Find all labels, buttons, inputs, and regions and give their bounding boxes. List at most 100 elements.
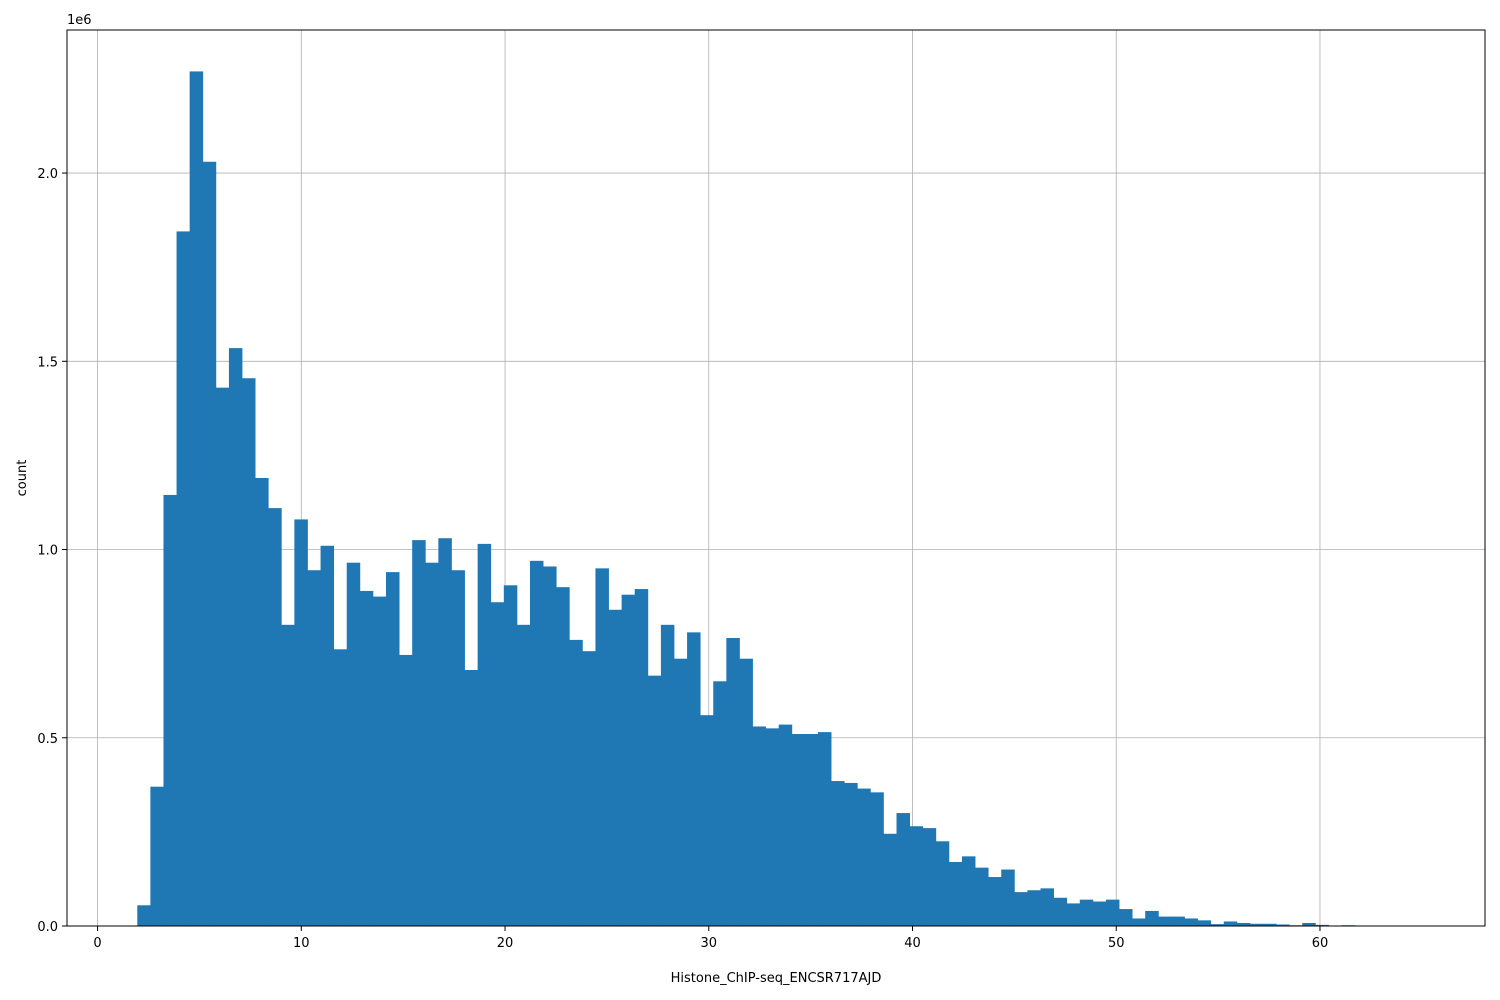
axis-ticks: 0 10 20 30 40 50 60 0.0 0.5 1.0 1.5 2.0 (37, 167, 1328, 951)
histogram-bar (516, 624, 531, 926)
histogram-bar (988, 877, 1002, 926)
histogram-bar (621, 594, 636, 926)
histogram-bar (529, 560, 544, 926)
y-axis-multiplier-label: 1e6 (67, 13, 92, 28)
histogram-bar (909, 826, 924, 926)
histogram-bar (1092, 901, 1107, 926)
histogram-bar (752, 726, 767, 926)
histogram-bar (595, 568, 609, 926)
histogram-bar (438, 538, 452, 926)
histogram-bar (1263, 923, 1277, 926)
histogram-bar (1040, 888, 1054, 926)
histogram-bar (1197, 920, 1212, 926)
histogram-bar (451, 570, 465, 926)
histogram-bar (896, 813, 910, 926)
histogram-bar (202, 161, 217, 926)
histogram-bar (1053, 897, 1068, 926)
histogram-bar (294, 519, 308, 926)
histogram-bar (634, 589, 649, 926)
histogram-bar (1014, 892, 1028, 926)
histogram-bar (1079, 899, 1094, 926)
x-tick-label: 40 (904, 936, 921, 951)
x-tick-label: 30 (700, 936, 717, 951)
histogram-bar (1145, 910, 1159, 926)
histogram-bar (870, 792, 884, 926)
histogram-bar (948, 862, 963, 926)
y-tick-label: 1.5 (37, 355, 58, 370)
histogram-bar (673, 658, 688, 926)
y-tick-label: 2.0 (37, 167, 58, 182)
histogram-bar (1001, 869, 1015, 926)
histogram-bar (1066, 903, 1081, 926)
histogram-bar (163, 494, 177, 926)
histogram-bar (490, 602, 505, 926)
histogram-bar (399, 654, 413, 926)
histogram-bar (137, 905, 151, 926)
histogram-bar (935, 841, 950, 926)
histogram-bar (1027, 890, 1041, 926)
histogram-bar (1184, 918, 1198, 926)
histogram-bar (425, 562, 439, 926)
histogram-bar (1105, 899, 1120, 926)
histogram-bar (844, 782, 858, 926)
histogram-bar (922, 828, 937, 926)
histogram-bar (687, 632, 701, 926)
histogram-bar (831, 781, 845, 926)
histogram-bar (543, 566, 557, 926)
histogram-bar (961, 856, 976, 926)
histogram-bar (307, 570, 321, 926)
histogram-bar (385, 572, 400, 926)
y-axis-label: count (15, 460, 30, 497)
histogram-bar (1210, 924, 1225, 926)
x-tick-label: 50 (1108, 936, 1125, 951)
histogram-bar (765, 728, 780, 926)
histogram-bar (1236, 922, 1251, 926)
x-tick-label: 0 (93, 936, 101, 951)
histogram-bar (1302, 922, 1316, 926)
histogram-bar (255, 478, 269, 926)
histogram-bar (268, 508, 282, 926)
plot-frame (66, 29, 1486, 927)
histogram-bar (582, 651, 596, 926)
histogram-bar (1132, 918, 1146, 926)
histogram-bar (150, 786, 164, 926)
histogram-bar (477, 543, 492, 926)
x-axis-label: Histone_ChIP-seq_ENCSR717AJD (671, 971, 882, 986)
histogram-bar (817, 732, 832, 926)
histogram-bar (608, 609, 623, 926)
histogram-bars (137, 71, 1473, 927)
histogram-bar (372, 596, 387, 926)
histogram-bar (1223, 921, 1238, 926)
histogram-bar (975, 867, 989, 926)
histogram-bar (464, 670, 479, 926)
histogram-bar (346, 562, 361, 926)
x-tick-label: 20 (497, 936, 514, 951)
histogram-bar (647, 675, 662, 926)
y-tick-label: 1.0 (37, 544, 58, 559)
y-tick-label: 0.5 (37, 732, 58, 747)
histogram-bar (242, 378, 256, 926)
histogram-bar (713, 681, 727, 926)
histogram-bar (857, 788, 871, 926)
histogram-bar (804, 734, 819, 926)
histogram-bar (739, 658, 753, 926)
histogram-bar (1119, 909, 1133, 926)
y-tick-label: 0.0 (37, 920, 58, 935)
histogram-bar (791, 734, 806, 926)
histogram-bar (1158, 916, 1172, 926)
histogram-bar (176, 231, 191, 927)
histogram-bar (228, 348, 243, 926)
x-tick-label: 60 (1312, 936, 1329, 951)
x-tick-label: 10 (293, 936, 310, 951)
histogram-bar (1276, 924, 1290, 926)
histogram-bar (1249, 923, 1264, 926)
histogram-bar (556, 587, 570, 926)
histogram-bar (883, 833, 897, 926)
histogram-bar (320, 545, 335, 926)
histogram-bar (412, 540, 426, 926)
histogram-bar (1171, 916, 1185, 926)
histogram-bar (333, 649, 348, 926)
histogram-bar (189, 71, 204, 927)
histogram-bar (700, 715, 714, 926)
